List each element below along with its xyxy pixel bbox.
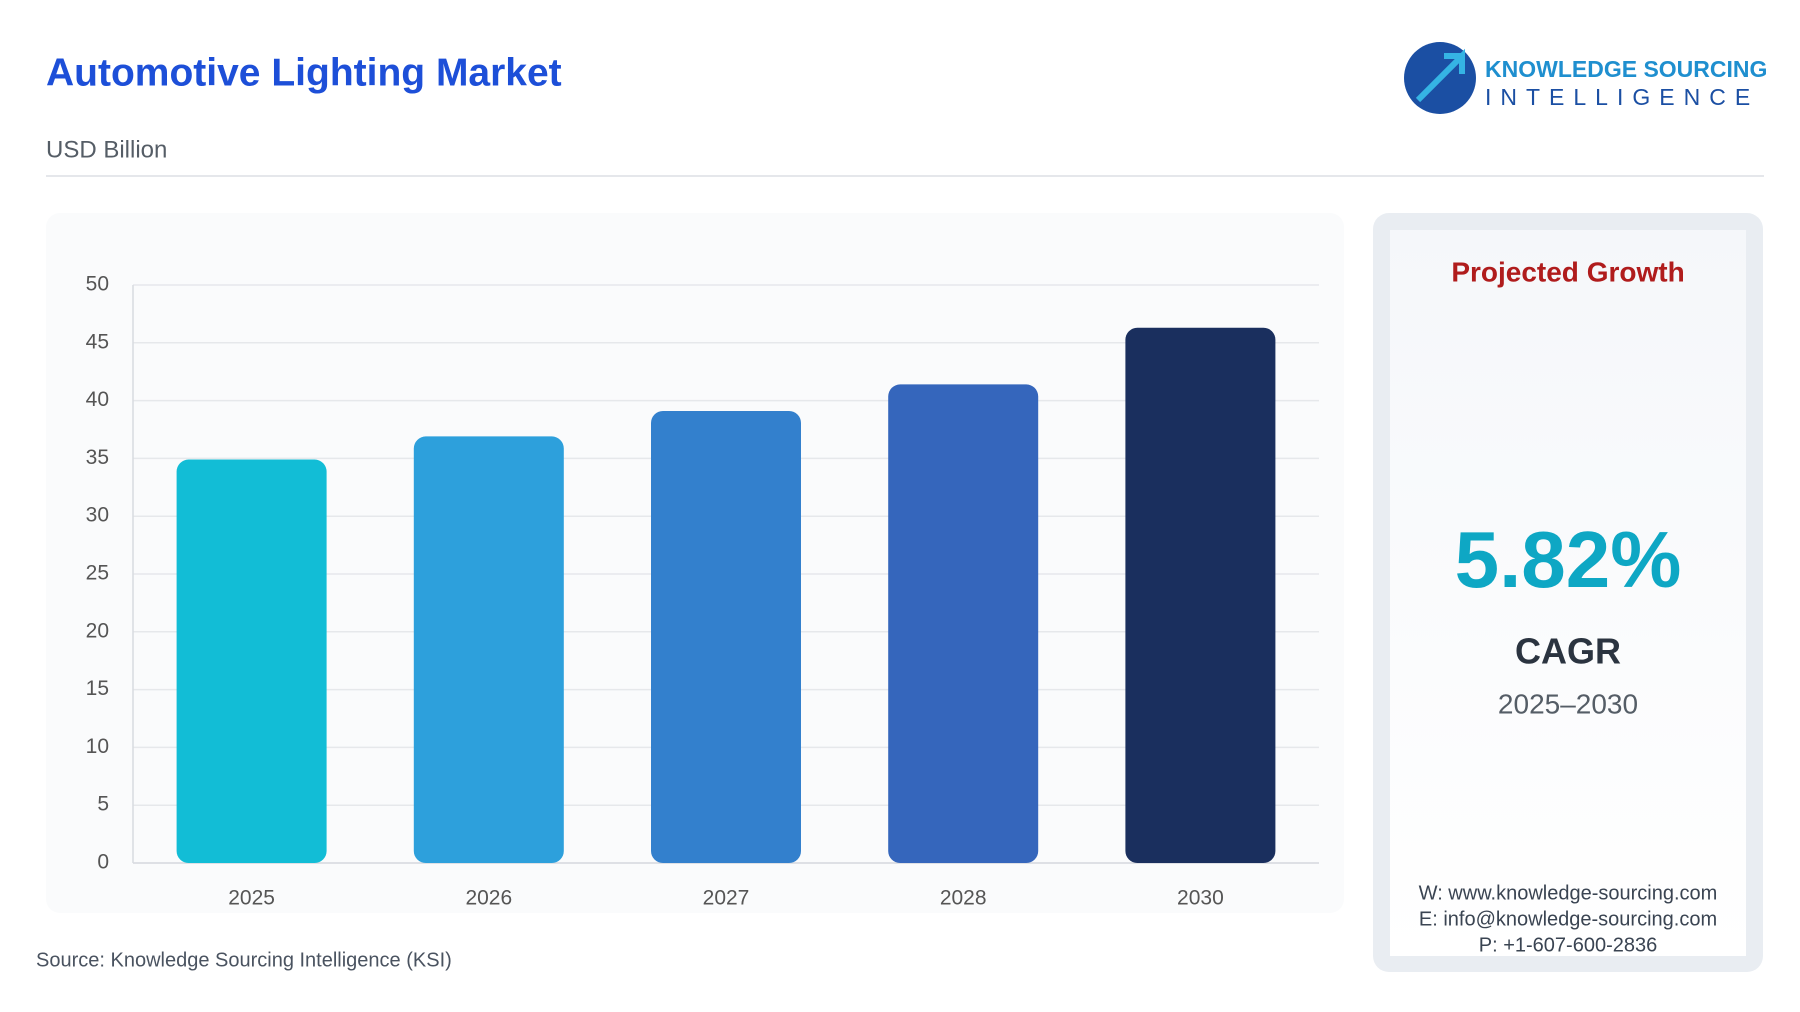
growth-panel-inner bbox=[1390, 230, 1746, 956]
y-tick-label: 5 bbox=[97, 793, 109, 816]
y-tick-label: 20 bbox=[86, 619, 109, 642]
subtitle: USD Billion bbox=[46, 136, 167, 163]
cagr-value: 5.82% bbox=[1455, 515, 1682, 604]
bar bbox=[176, 459, 327, 863]
x-tick-label: 2030 bbox=[1177, 887, 1224, 910]
logo: KNOWLEDGE SOURCING INTELLIGENCE bbox=[1404, 42, 1767, 114]
cagr-label: CAGR bbox=[1515, 631, 1621, 672]
bar bbox=[1125, 327, 1276, 864]
contact-phone: P: +1-607-600-2836 bbox=[1479, 934, 1657, 956]
y-tick-label: 35 bbox=[86, 446, 109, 469]
x-tick-label: 2025 bbox=[228, 887, 275, 910]
cagr-period: 2025–2030 bbox=[1498, 688, 1638, 719]
contact-website: W: www.knowledge-sourcing.com bbox=[1419, 882, 1718, 904]
y-tick-label: 45 bbox=[86, 330, 109, 353]
logo-text: KNOWLEDGE SOURCING bbox=[1485, 56, 1767, 82]
title: Automotive Lighting Market bbox=[46, 51, 562, 94]
y-tick-label: 40 bbox=[86, 388, 109, 411]
panel-heading: Projected Growth bbox=[1451, 256, 1684, 287]
y-tick-label: 50 bbox=[86, 273, 109, 296]
y-tick-label: 10 bbox=[86, 735, 109, 758]
y-tick-label: 30 bbox=[86, 504, 109, 527]
contact-email: E: info@knowledge-sourcing.com bbox=[1419, 908, 1717, 930]
logo-text: INTELLIGENCE bbox=[1485, 84, 1759, 110]
bar bbox=[651, 411, 801, 863]
y-tick-label: 0 bbox=[97, 851, 109, 874]
x-tick-label: 2028 bbox=[940, 887, 987, 910]
x-tick-label: 2026 bbox=[465, 887, 512, 910]
source: Source: Knowledge Sourcing Intelligence … bbox=[36, 949, 452, 971]
bar bbox=[413, 436, 564, 863]
bar bbox=[888, 384, 1039, 863]
y-tick-label: 15 bbox=[86, 677, 109, 700]
x-tick-label: 2027 bbox=[703, 887, 750, 910]
logo-arrow bbox=[1415, 48, 1465, 103]
y-tick-label: 25 bbox=[86, 562, 109, 585]
